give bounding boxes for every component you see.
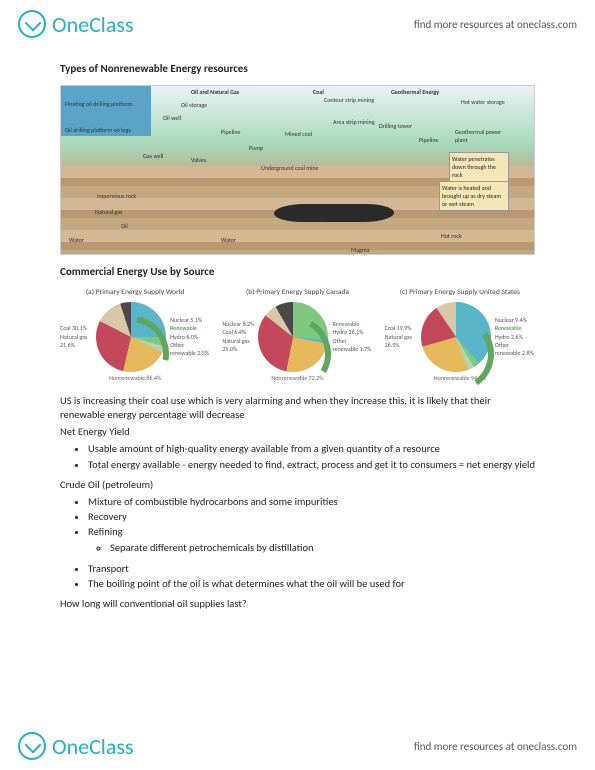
title-nonrenewable: Types of Nonrenewable Energy resources (60, 62, 535, 77)
energy-cross-section-diagram: Oil and Natural Gas Coal Geothermal Ener… (60, 85, 535, 255)
diagram-header-coal: Coal (313, 88, 324, 96)
legend-item: Natural gas 26.5% (385, 333, 417, 350)
lbl-area-strip: Area strip mining (333, 118, 375, 126)
list-item-label: Refining (88, 525, 123, 538)
logo-text: OneClass (52, 733, 134, 760)
legend-item: Other renewable 1.7% (332, 337, 372, 354)
page-header: OneClass find more resources at oneclass… (0, 0, 595, 48)
logo-icon (18, 10, 46, 38)
legend-renewable: Renewable (170, 324, 210, 332)
list-subitem: Separate different petrochemicals by dis… (110, 541, 535, 555)
legend-item: Natural gas 25.0% (222, 337, 254, 354)
legend-item: Coal 30.1% (60, 324, 92, 332)
chart-us-title: (c) Primary Energy Supply United States (385, 288, 535, 298)
box-water-heated: Water is heated and brought up as dry st… (439, 181, 509, 211)
legend-item: Nuclear 9.4% (495, 316, 535, 324)
diagram-header-geothermal: Geothermal Energy (391, 88, 439, 96)
lbl-drilling-tower: Drilling tower (379, 122, 412, 130)
list-item: Usable amount of high-quality energy ava… (88, 442, 535, 456)
footer-link[interactable]: find more resources at oneclass.com (414, 740, 577, 753)
pie-charts-row: (a) Primary Energy Supply World Coal 30.… (60, 288, 535, 382)
lbl-oil-storage: Oil storage (181, 101, 207, 109)
chart-canada-title: (b) Primary Energy Supply Canada (222, 288, 372, 298)
subhead-crude-oil: Crude Oil (petroleum) (60, 478, 535, 492)
list-item: Total energy available - energy needed t… (88, 458, 535, 472)
lbl-gas-well: Gas well (143, 152, 163, 160)
document-content: Types of Nonrenewable Energy resources O… (0, 48, 595, 611)
chart-us-right: Nuclear 9.4% Renewable Hydro 2.6% Other … (495, 316, 535, 358)
legend-item: Natural gas 21.6% (60, 333, 92, 350)
subhead-ney: Net Energy Yield (60, 425, 535, 439)
chart-us-left: Coal 19.9% Natural gas 26.5% (385, 324, 417, 349)
lbl-hot-rock: Hot rock (441, 232, 462, 240)
list-item: Refining Separate different petrochemica… (88, 525, 535, 555)
chart-world: (a) Primary Energy Supply World Coal 30.… (60, 288, 210, 382)
lbl-pipeline2: Pipeline (419, 136, 439, 144)
legend-item: Nuclear 5.1% (170, 316, 210, 324)
logo-text: OneClass (52, 11, 134, 38)
legend-item: Hydro 2.6% (495, 333, 535, 341)
list-crude-oil: Mixture of combustible hydrocarbons and … (60, 495, 535, 591)
chart-world-right: Nuclear 5.1% Renewable Hydro 6.0% Other … (170, 316, 210, 358)
lbl-platform-legs: Oil drilling platform on legs (65, 126, 131, 134)
legend-item: Hydro 6.0% (170, 333, 210, 341)
legend-renewable: Renewable (332, 320, 372, 328)
list-ney: Usable amount of high-quality energy ava… (60, 442, 535, 471)
title-commercial-energy: Commercial Energy Use by Source (60, 265, 535, 280)
lbl-valves: Valves (191, 156, 206, 164)
list-item: Mixture of combustible hydrocarbons and … (88, 495, 535, 509)
legend-item: Other renewable 2.8% (495, 341, 535, 358)
chart-canada-right: Renewable Hydro 26.1% Other renewable 1.… (332, 320, 372, 354)
header-link[interactable]: find more resources at oneclass.com (414, 18, 577, 31)
lbl-mined-coal: Mined coal (285, 130, 312, 138)
lbl-naturalgas: Natural gas (95, 208, 122, 216)
legend-item: Other renewable 2.5% (170, 341, 210, 358)
lbl-underground-mine: Underground coal mine (261, 164, 319, 172)
lbl-pump: Pump (249, 144, 263, 152)
legend-item: Nuclear 8.2% (222, 320, 254, 328)
lbl-impervious: Impervious rock (97, 192, 136, 200)
chart-us: (c) Primary Energy Supply United States … (385, 288, 535, 382)
box-water-down: Water penetrates down through the rock (449, 152, 509, 182)
chart-canada-left: Nuclear 8.2% Coal 6.4% Natural gas 25.0% (222, 320, 254, 354)
coal-seam-shape (273, 204, 396, 222)
list-item: Recovery (88, 510, 535, 524)
legend-item: Coal 6.4% (222, 328, 254, 336)
lbl-magma: Magma (351, 246, 370, 254)
lbl-floating-platform: Floating oil drilling platform (65, 100, 132, 108)
legend-renewable: Renewable (495, 324, 535, 332)
legend-item: Coal 19.9% (385, 324, 417, 332)
lbl-coal-seam: Coal seam (301, 216, 326, 224)
page-footer: OneClass find more resources at oneclass… (0, 722, 595, 770)
renewable-arc (78, 301, 184, 407)
chart-world-title: (a) Primary Energy Supply World (60, 288, 210, 298)
chart-world-left: Coal 30.1% Natural gas 21.6% (60, 324, 92, 349)
logo-icon (18, 732, 46, 760)
lbl-oil: Oil (121, 222, 128, 230)
lbl-water2: Water (221, 236, 236, 244)
list-item: The boiling point of the oil is what det… (88, 577, 535, 591)
legend-item: Hydro 26.1% (332, 328, 372, 336)
lbl-oil-well: Oil well (163, 114, 181, 122)
chart-canada: (b) Primary Energy Supply Canada Nuclear… (222, 288, 372, 382)
diagram-header-oil: Oil and Natural Gas (191, 88, 239, 96)
lbl-pipeline: Pipeline (221, 128, 241, 136)
footer-logo: OneClass (18, 732, 134, 760)
lbl-geothermal-plant: Geothermal power plant (455, 128, 505, 144)
question-oil-supplies: How long will conventional oil supplies … (60, 597, 535, 611)
lbl-contour: Contour strip mining (324, 96, 374, 104)
lbl-water: Water (69, 236, 84, 244)
logo: OneClass (18, 10, 134, 38)
list-item: Transport (88, 562, 535, 576)
para-us-coal: US is increasing their coal use which is… (60, 394, 535, 422)
lbl-hotwater: Hot water storage (461, 98, 505, 106)
